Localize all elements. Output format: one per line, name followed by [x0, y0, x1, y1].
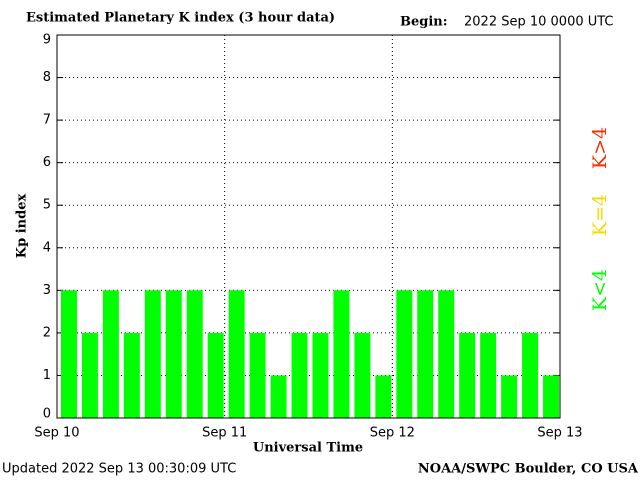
- x-tick-label: Sep 11: [202, 426, 247, 441]
- y-tick-label: 4: [43, 240, 51, 255]
- footer-right: NOAA/SWPC Boulder, CO USA: [418, 462, 639, 477]
- y-tick-label: 2: [43, 325, 51, 340]
- bar: [522, 332, 539, 418]
- bar: [291, 332, 308, 418]
- bar: [186, 290, 203, 418]
- bar: [144, 290, 161, 418]
- bar: [249, 332, 266, 418]
- bar: [543, 375, 559, 418]
- y-tick-label: 8: [43, 70, 51, 85]
- y-tick-label: 9: [43, 33, 51, 48]
- bar: [102, 290, 119, 418]
- begin-label: Begin:: [400, 15, 448, 30]
- x-axis-title: Universal Time: [253, 441, 363, 456]
- y-tick-label: 7: [43, 113, 51, 128]
- y-axis-title: Kp index: [15, 194, 30, 259]
- bar: [333, 290, 350, 418]
- bar: [165, 290, 182, 418]
- legend-label: K>4: [589, 127, 611, 169]
- legend-label: K=4: [589, 194, 611, 236]
- chart-title: Estimated Planetary K index (3 hour data…: [26, 11, 335, 26]
- y-tick-label: 3: [43, 283, 51, 298]
- bar: [396, 290, 413, 418]
- y-tick-label: 5: [43, 198, 51, 213]
- bar: [207, 332, 224, 418]
- bar: [81, 332, 98, 418]
- legend-label: K<4: [589, 269, 611, 311]
- bar: [375, 375, 392, 418]
- footer-left: Updated 2022 Sep 13 00:30:09 UTC: [2, 462, 236, 477]
- bar: [417, 290, 434, 418]
- y-tick-label: 0: [43, 407, 51, 422]
- bar: [438, 290, 455, 418]
- bar: [501, 375, 518, 418]
- bar: [480, 332, 497, 418]
- bar: [228, 290, 245, 418]
- bar: [270, 375, 287, 418]
- x-tick-label: Sep 13: [537, 426, 582, 441]
- plot-frame: [56, 34, 561, 419]
- bar: [459, 332, 476, 418]
- bar: [61, 290, 77, 418]
- bar: [354, 332, 371, 418]
- bar: [312, 332, 329, 418]
- y-tick-label: 1: [43, 368, 51, 383]
- begin-value: 2022 Sep 10 0000 UTC: [464, 15, 614, 30]
- x-tick-label: Sep 10: [34, 426, 79, 441]
- y-tick-label: 6: [43, 155, 51, 170]
- x-tick-label: Sep 12: [370, 426, 415, 441]
- bar: [123, 332, 140, 418]
